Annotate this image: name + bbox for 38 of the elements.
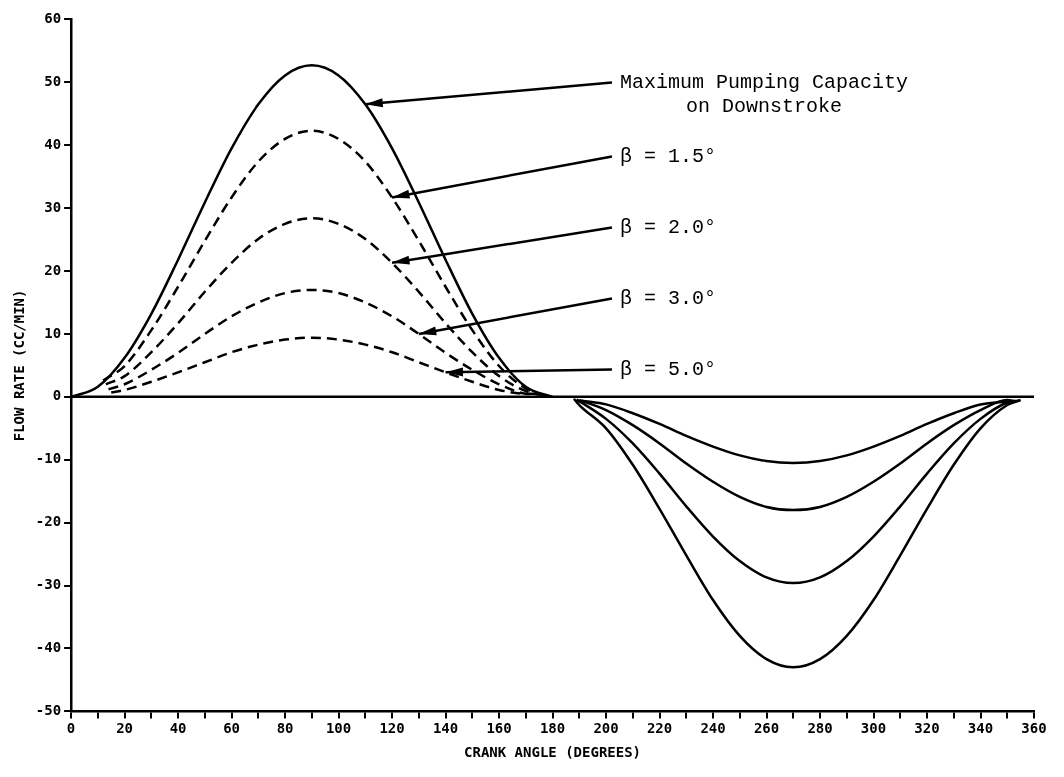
x-tick-label: 100 [325, 720, 352, 737]
x-tick-label: 40 [169, 720, 187, 737]
y-tick-label: -30 [35, 576, 62, 593]
x-tick-label: 360 [1021, 720, 1047, 737]
x-tick-label: 180 [539, 720, 566, 737]
x-tick-label: 0 [66, 720, 76, 737]
y-tick-label: -20 [35, 513, 62, 530]
text: β = 1.5° [619, 144, 716, 168]
text: β = 3.0° [619, 286, 716, 310]
x-axis-title: CRANK ANGLE (DEGREES) [464, 744, 642, 761]
x-tick-label: 60 [223, 720, 240, 737]
y-tick-label: 60 [44, 10, 62, 27]
text: β = 5.0° [619, 357, 716, 381]
y-tick-label: -10 [35, 450, 62, 467]
x-tick-label: 140 [432, 720, 459, 737]
y-tick-label: 40 [44, 135, 62, 152]
text: Maximum Pumping Capacity on Downstroke [619, 70, 908, 118]
x-tick-label: 260 [753, 720, 780, 737]
y-tick-label: 10 [44, 324, 62, 341]
x-tick-label: 280 [807, 720, 833, 737]
y-tick-label: 20 [44, 261, 62, 278]
x-tick-label: 320 [914, 720, 940, 737]
y-tick-label: -40 [35, 639, 62, 656]
y-tick-label: 50 [44, 72, 62, 89]
y-tick-label: -50 [35, 702, 62, 719]
y-tick-label: 30 [44, 198, 62, 215]
text: β = 2.0° [619, 215, 716, 239]
y-axis-title: FLOW RATE (CC/MIN) [11, 289, 28, 442]
x-tick-label: 340 [967, 720, 994, 737]
x-tick-label: 160 [486, 720, 512, 737]
x-tick-label: 200 [593, 720, 619, 737]
x-tick-label: 80 [276, 720, 294, 737]
x-tick-label: 20 [116, 720, 134, 737]
x-tick-label: 240 [700, 720, 726, 737]
x-tick-label: 220 [646, 720, 673, 737]
x-tick-label: 300 [860, 720, 887, 737]
x-tick-label: 120 [379, 720, 405, 737]
y-tick-label: 0 [52, 387, 62, 404]
